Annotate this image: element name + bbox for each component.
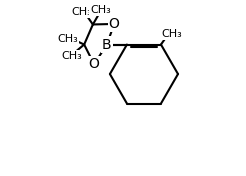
Text: CH₃: CH₃ — [90, 5, 111, 15]
Text: CH₃: CH₃ — [61, 51, 82, 61]
Text: O: O — [109, 17, 120, 31]
Text: CH₃: CH₃ — [71, 7, 92, 17]
Text: O: O — [89, 57, 100, 71]
Text: CH₃: CH₃ — [161, 29, 182, 39]
Text: CH₃: CH₃ — [58, 34, 78, 44]
Text: B: B — [102, 37, 112, 52]
